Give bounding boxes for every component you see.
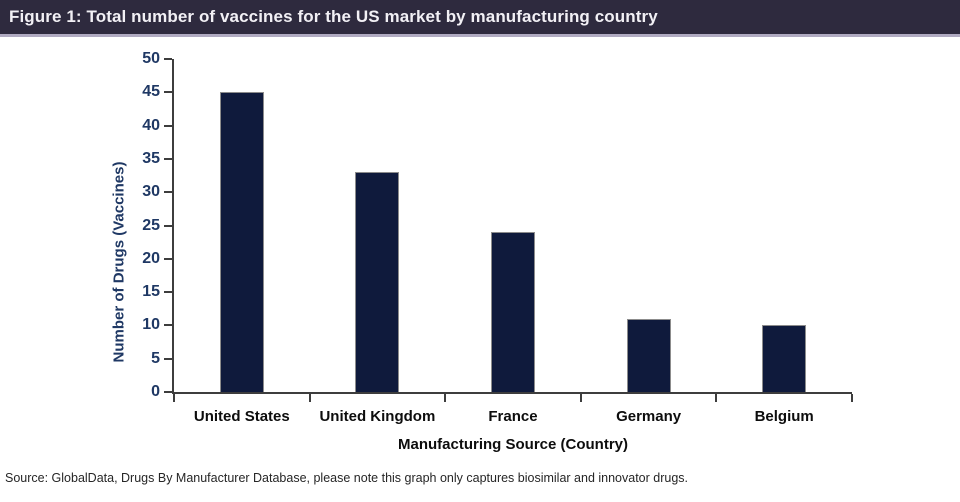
figure-title: Figure 1: Total number of vaccines for t… [9,7,658,26]
y-axis-tick-label: 40 [142,116,160,134]
bar-belgium [762,325,807,392]
x-axis-category-label: France [488,408,538,425]
y-axis-tick-label: 30 [142,183,160,201]
y-axis-tick [164,324,172,327]
y-axis-tick-label: 0 [151,383,160,400]
figure-title-bar: Figure 1: Total number of vaccines for t… [0,0,960,37]
x-axis-category-label: United States [193,408,290,425]
x-axis-tick [173,394,175,402]
x-axis-tick [715,394,718,402]
y-axis-tick-label: 25 [142,216,160,234]
y-axis-tick [164,224,172,227]
y-axis-tick-label: 5 [151,349,160,367]
x-axis-tick [444,394,447,402]
y-axis-tick [164,391,172,393]
bar-united-kingdom [355,172,400,392]
y-axis-tick [164,191,172,194]
y-axis-tick [164,58,172,60]
bar-united-states [219,92,264,392]
x-axis-title: Manufacturing Source (Country) [397,436,629,453]
y-axis-tick-label: 10 [142,316,160,334]
y-axis-tick [164,157,172,160]
bar-germany [626,318,671,392]
y-axis-tick-label: 50 [142,50,160,67]
x-axis-tick [308,394,311,402]
x-axis-line [172,392,852,394]
y-axis-tick [164,91,172,94]
y-axis-line [172,59,174,394]
x-axis-tick [851,394,853,402]
bar-chart: Number of Drugs (Vaccines) 0 5 10 15 20 25 30 3… [0,37,960,462]
plot-area: 0 5 10 15 20 25 30 35 40 45 50 United States United … [142,51,853,425]
bar-france [491,232,535,392]
y-axis-tick [164,291,172,294]
y-axis-tick-label: 35 [142,149,160,167]
y-axis-tick-label: 20 [142,249,160,267]
source-note: Source: GlobalData, Drugs By Manufacture… [5,471,689,485]
x-axis-category-label: Germany [616,408,682,425]
y-axis-tick-label: 45 [142,83,160,101]
y-axis-tick [164,124,172,127]
x-axis-tick [579,394,582,402]
y-axis-tick-label: 15 [142,283,160,301]
x-axis-category-label: United Kingdom [319,408,436,425]
y-axis-tick [164,357,172,360]
x-axis-category-label: Belgium [754,408,814,425]
y-axis-tick [164,257,172,260]
